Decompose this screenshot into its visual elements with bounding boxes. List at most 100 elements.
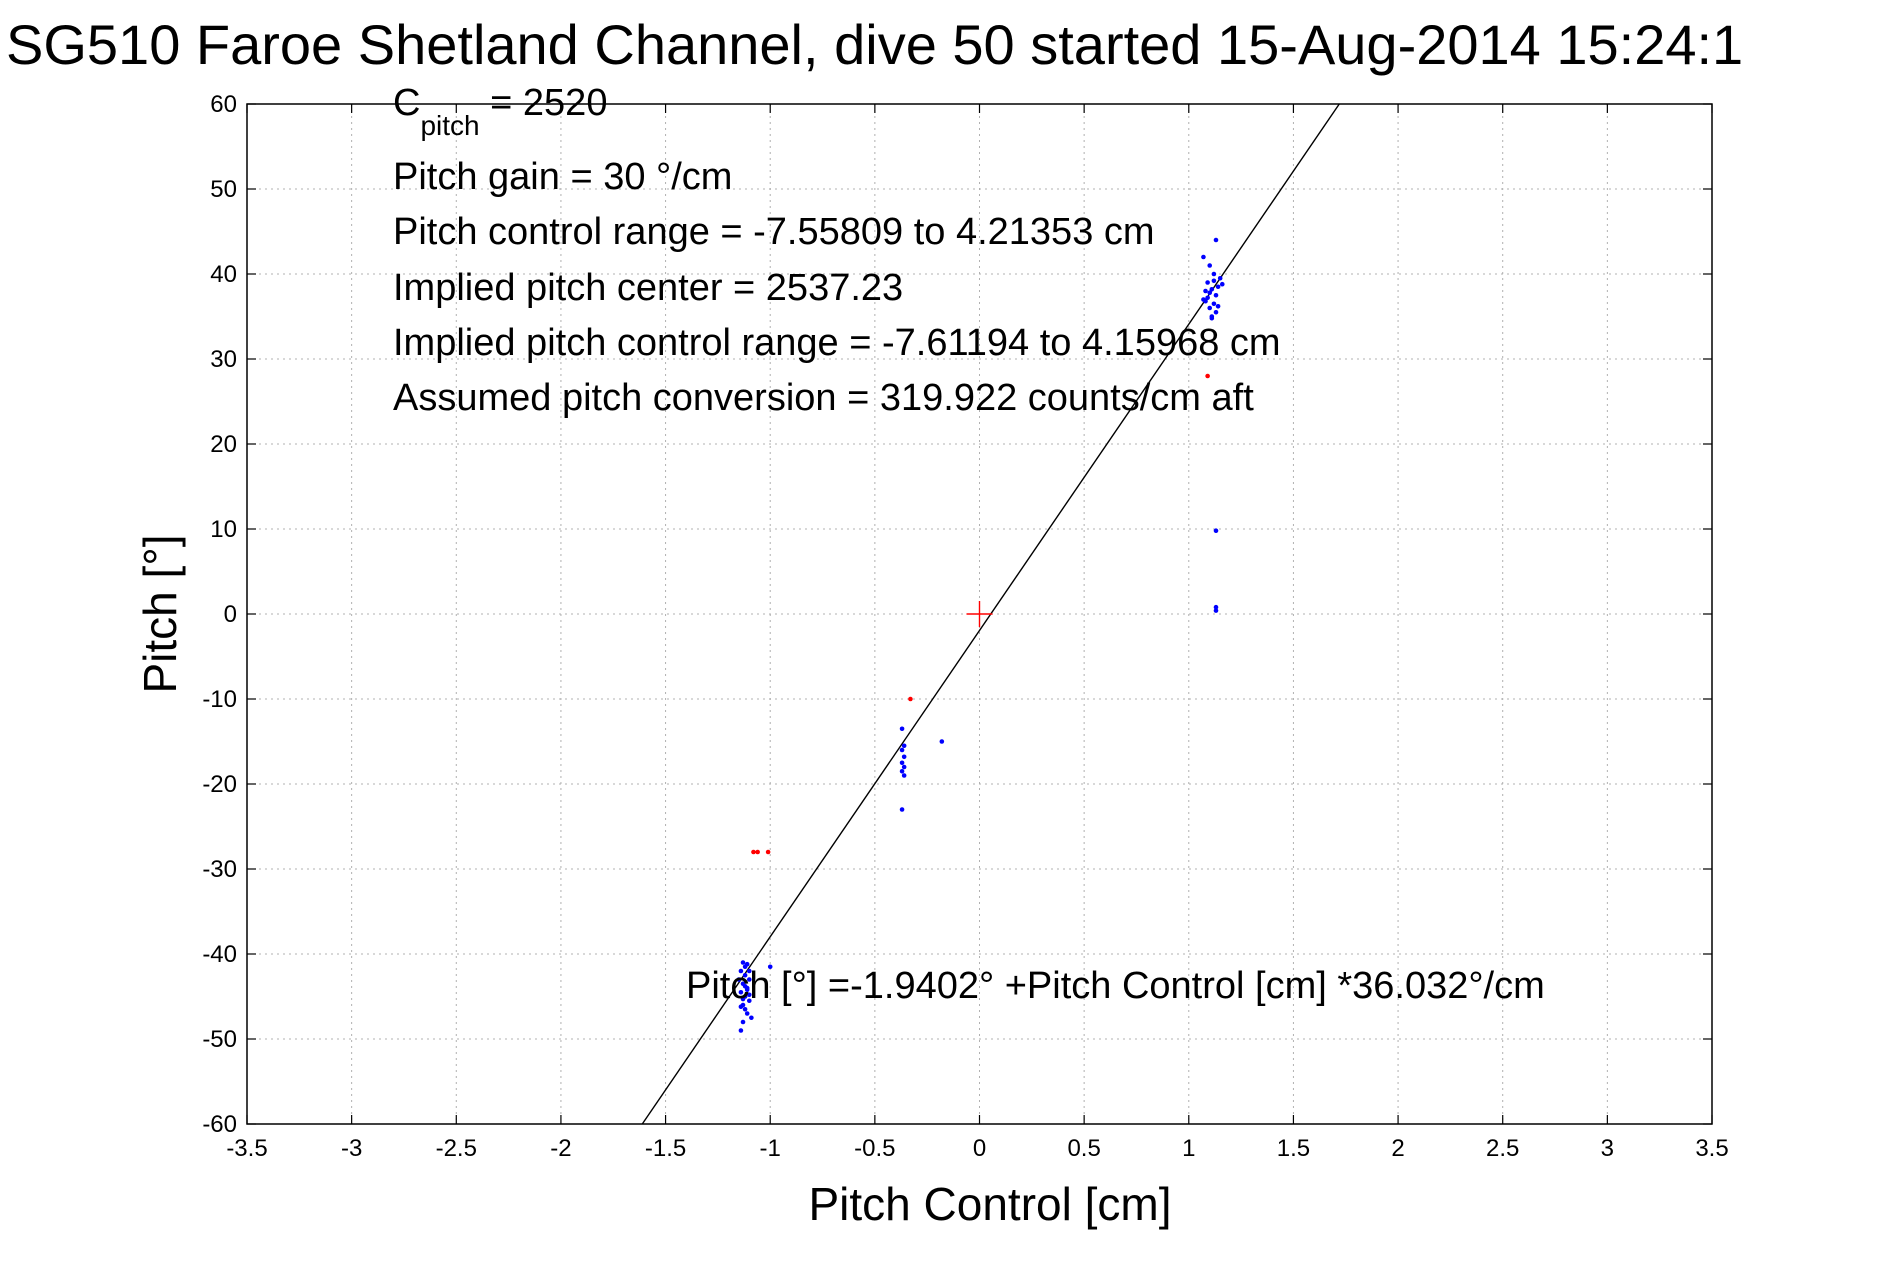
y-tick-label: -20	[202, 771, 237, 798]
data-point	[1203, 288, 1208, 294]
data-point	[744, 987, 750, 992]
x-axis-label: Pitch Control [cm]	[809, 1178, 1172, 1230]
data-point	[746, 992, 752, 998]
y-tick-label: 10	[210, 516, 237, 543]
y-tick-label: 60	[210, 91, 237, 118]
y-tick-label: 50	[210, 176, 237, 203]
x-tick-label: 0.5	[1067, 1135, 1100, 1162]
data-point	[744, 1011, 750, 1016]
x-tick-label: -3	[341, 1135, 362, 1162]
data-point	[740, 960, 746, 965]
data-point	[1201, 254, 1206, 260]
data-point	[901, 743, 907, 749]
data-point	[1211, 271, 1217, 277]
x-tick-label: 3.5	[1695, 1135, 1728, 1162]
c-pitch-value: = 2520	[480, 82, 608, 124]
plot-frame	[246, 103, 1713, 1125]
data-point	[742, 1006, 748, 1012]
x-tick-label: 2	[1391, 1135, 1404, 1162]
implied-center-annotation: Implied pitch center = 2537.23	[393, 267, 903, 309]
c-pitch-annotation: Cpitch = 2520	[393, 82, 607, 141]
data-point	[1207, 263, 1213, 268]
data-point	[742, 972, 748, 978]
data-point	[742, 984, 748, 989]
conversion-annotation: Assumed pitch conversion = 319.922 count…	[393, 377, 1254, 419]
data-point	[736, 977, 742, 982]
data-point	[1205, 295, 1210, 301]
data-point	[1213, 604, 1219, 610]
data-point	[899, 760, 905, 766]
data-point	[1219, 281, 1225, 287]
data-point	[901, 764, 907, 770]
data-point	[901, 773, 907, 778]
data-point	[1209, 315, 1215, 321]
data-point	[746, 968, 752, 974]
x-tick-label: -2.5	[436, 1135, 477, 1162]
outlier-point	[908, 696, 913, 702]
y-tick-label: -40	[202, 941, 237, 968]
data-point	[746, 977, 752, 982]
implied-range-annotation: Implied pitch control range = -7.61194 t…	[393, 322, 1281, 364]
data-point	[738, 989, 744, 995]
data-point	[1211, 278, 1217, 284]
x-tick-label: 1	[1182, 1135, 1195, 1162]
y-axis-ticks: 60 50 40 30 20 10 0 -10 -20 -30 -40 -50 -60	[202, 91, 1712, 1138]
data-point	[1211, 301, 1217, 307]
data-point	[1215, 284, 1221, 290]
center-crosshair-marker	[966, 601, 993, 627]
y-tick-label: 20	[210, 431, 237, 458]
x-tick-label: 3	[1601, 1135, 1614, 1162]
data-point	[740, 996, 746, 1002]
x-tick-label: 0	[973, 1135, 986, 1162]
data-point	[1213, 292, 1219, 298]
y-tick-label: 30	[210, 346, 237, 373]
outlier-point	[751, 849, 756, 855]
data-point	[1213, 528, 1219, 533]
y-tick-label: 40	[210, 261, 237, 288]
x-tick-label: -1.5	[645, 1135, 686, 1162]
x-tick-label: -2	[550, 1135, 571, 1162]
data-point	[749, 1015, 754, 1021]
data-point	[1217, 275, 1223, 281]
data-point	[738, 968, 744, 974]
y-tick-label: -10	[202, 686, 237, 713]
data-point	[899, 726, 905, 732]
data-point	[744, 961, 750, 967]
data-point	[901, 754, 907, 760]
data-point	[740, 1019, 746, 1025]
fit-equation-annotation: Pitch [°] =-1.9402° +Pitch Control [cm] …	[686, 965, 1545, 1007]
data-point	[899, 768, 905, 774]
data-point	[746, 998, 752, 1004]
data-point	[1209, 287, 1215, 292]
data-point	[1215, 304, 1221, 309]
y-axis-label: Pitch [°]	[134, 534, 186, 693]
pitch-gain-annotation: Pitch gain = 30 °/cm	[393, 156, 732, 198]
data-point	[1213, 608, 1219, 613]
data-point	[899, 807, 905, 812]
data-points	[736, 237, 1225, 1033]
x-axis-ticks: -3.5 -3 -2.5 -2 -1.5 -1 -0.5 0 0.5 1 1.5 2 2.5 3 3.5	[226, 104, 1729, 1162]
data-point	[1213, 309, 1219, 315]
data-point	[1213, 237, 1219, 243]
y-tick-label: 0	[224, 601, 237, 628]
x-tick-label: 2.5	[1486, 1135, 1519, 1162]
data-point	[1207, 305, 1213, 311]
data-point	[767, 964, 773, 970]
y-tick-label: -60	[202, 1111, 237, 1138]
data-point	[939, 739, 945, 744]
x-tick-label: -1	[760, 1135, 781, 1162]
data-point	[899, 747, 905, 753]
control-range-annotation: Pitch control range = -7.55809 to 4.2135…	[393, 211, 1155, 253]
c-pitch-symbol: C	[393, 82, 420, 124]
data-point	[1203, 298, 1208, 304]
data-point	[1205, 280, 1210, 285]
data-point	[738, 1028, 744, 1033]
outlier-point	[765, 849, 771, 855]
x-tick-label: 1.5	[1277, 1135, 1310, 1162]
data-point	[1207, 290, 1213, 296]
data-point	[738, 1004, 744, 1009]
y-tick-label: -50	[202, 1026, 237, 1053]
outlier-point	[755, 849, 760, 855]
outlier-point	[1205, 373, 1210, 379]
